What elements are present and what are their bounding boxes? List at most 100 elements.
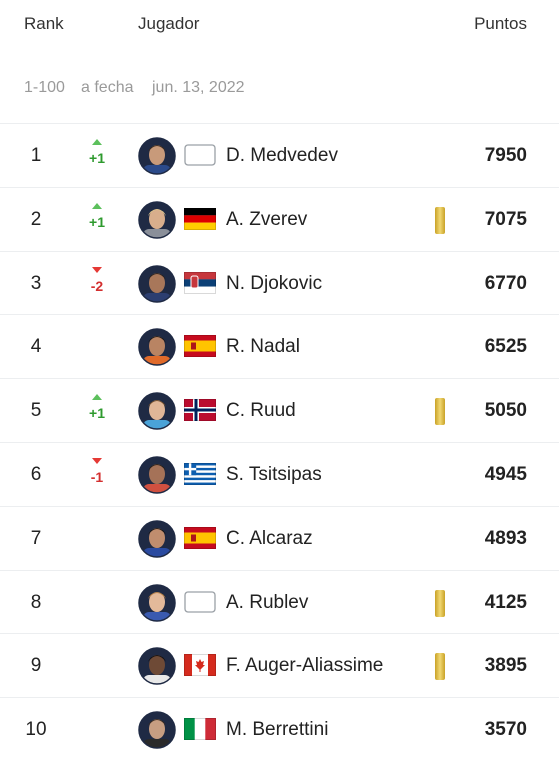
rank: 2 (30, 208, 42, 230)
points: 4125 (484, 591, 527, 613)
points: 6525 (484, 336, 527, 358)
player-name[interactable]: M. Berrettini (226, 719, 329, 741)
player-photo (138, 520, 176, 563)
rank: 3 (30, 272, 42, 294)
rank: 6 (30, 464, 42, 485)
player-name[interactable]: C. Ruud (226, 400, 296, 422)
player-photo (138, 647, 176, 690)
player-header: Jugador (138, 14, 200, 33)
points: 3570 (484, 719, 527, 741)
rank: 8 (30, 591, 42, 613)
country-flag (184, 526, 216, 554)
gold-badge (435, 206, 445, 234)
rank: 1 (30, 145, 42, 166)
player-name[interactable]: S. Tsitsipas (226, 464, 322, 485)
country-flag (184, 271, 216, 299)
ranking-row[interactable]: 5 +1 C. Ruud 5050 (0, 378, 559, 443)
player-photo (138, 711, 176, 754)
country-flag (184, 144, 216, 171)
country-flag (184, 718, 216, 745)
rank-change: +1 (82, 202, 112, 230)
player-photo (138, 264, 176, 308)
ranking-row[interactable]: 10 M. Berrettini 3570 (0, 697, 559, 762)
ranking-row[interactable]: 6 -1 S. Tsitsipas 4945 (0, 442, 559, 507)
rank-header: Rank (24, 14, 64, 33)
avatar (138, 711, 176, 749)
country-flag (184, 335, 216, 362)
flag (184, 335, 216, 358)
points: 3895 (484, 655, 527, 677)
avatar (138, 201, 176, 239)
rank: 5 (30, 400, 42, 422)
flag (184, 463, 216, 485)
country-flag (184, 590, 216, 618)
country-flag (184, 463, 216, 490)
ranking-row[interactable]: 7 C. Alcaraz 4893 (0, 505, 559, 571)
avatar (138, 328, 176, 367)
change-value: +1 (89, 405, 105, 422)
points: 7950 (484, 145, 527, 166)
date: jun. 13, 2022 (152, 79, 245, 96)
avatar (138, 392, 176, 430)
avatar (138, 647, 176, 686)
player-photo (138, 201, 176, 244)
avatar (138, 264, 176, 303)
player-photo (138, 137, 176, 180)
avatar (138, 456, 176, 494)
player-name[interactable]: N. Djokovic (226, 272, 323, 294)
flag (184, 207, 216, 230)
ranking-row[interactable]: 2 +1 A. Zverev 7075 (0, 186, 559, 252)
player-name[interactable]: R. Nadal (226, 336, 300, 358)
points: 5050 (484, 400, 527, 422)
points: 7075 (484, 208, 527, 230)
points: 4893 (484, 527, 527, 549)
player-name[interactable]: A. Rublev (226, 591, 309, 613)
gold-badge (435, 589, 445, 617)
player-photo (138, 328, 176, 371)
down-arrow (92, 266, 102, 273)
points: 4945 (484, 464, 527, 485)
country-flag (184, 654, 216, 681)
flag (184, 718, 216, 741)
up-arrow (92, 394, 102, 401)
rank: 7 (30, 527, 42, 549)
country-flag (184, 399, 216, 426)
flag (184, 526, 216, 549)
flag (184, 144, 216, 166)
rank-change: +1 (82, 393, 112, 421)
ranking-row[interactable]: 1 +1 D. Medvedev 7950 (0, 123, 559, 188)
player-photo (138, 583, 176, 627)
points: 6770 (484, 272, 527, 294)
player-name[interactable]: D. Medvedev (226, 145, 338, 166)
gold-badge (435, 653, 445, 681)
avatar (138, 520, 176, 558)
avatar (138, 583, 176, 622)
change-value: -1 (90, 469, 104, 485)
change-value: +1 (89, 213, 105, 230)
ranking-row[interactable]: 4 R. Nadal 6525 (0, 314, 559, 379)
player-name[interactable]: F. Auger-Aliassime (226, 655, 384, 677)
ranking-row[interactable]: 3 -2 N. Djokovic 6770 (0, 250, 559, 316)
player-photo (138, 456, 176, 499)
player-name[interactable]: C. Alcaraz (226, 527, 313, 549)
change-value: -2 (90, 277, 104, 294)
country-flag (184, 207, 216, 235)
points-header: Puntos (474, 14, 527, 33)
rank-change: -1 (82, 457, 112, 485)
avatar (138, 137, 176, 175)
player-name[interactable]: A. Zverev (226, 208, 308, 230)
up-arrow (92, 202, 102, 209)
rank-change: -2 (82, 266, 112, 294)
rank: 9 (30, 655, 42, 677)
date-label: a fecha (81, 79, 134, 96)
flag (184, 654, 216, 677)
gold-badge (435, 398, 445, 426)
rank-change: +1 (82, 138, 112, 166)
rank: 10 (25, 719, 47, 741)
ranking-row[interactable]: 8 A. Rublev 4125 (0, 569, 559, 635)
player-photo (138, 392, 176, 435)
flag (184, 399, 216, 422)
ranking-row[interactable]: 9 F. Auger-Aliassime 3895 (0, 633, 559, 698)
flag (184, 590, 216, 613)
